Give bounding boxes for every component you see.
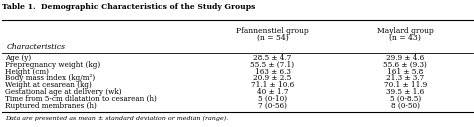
Text: Pfannenstiel group: Pfannenstiel group (236, 27, 309, 35)
Text: 39.5 ± 1.6: 39.5 ± 1.6 (386, 88, 424, 96)
Text: 29.9 ± 4.6: 29.9 ± 4.6 (386, 54, 424, 62)
Text: Characteristics: Characteristics (7, 43, 66, 51)
Text: 163 ± 6.3: 163 ± 6.3 (255, 68, 291, 75)
Text: Weight at cesarean (kg): Weight at cesarean (kg) (5, 81, 91, 89)
Text: 71.1 ± 10.6: 71.1 ± 10.6 (251, 81, 294, 89)
Text: Height (cm): Height (cm) (5, 68, 49, 75)
Text: Maylard group: Maylard group (377, 27, 434, 35)
Text: 40 ± 1.7: 40 ± 1.7 (257, 88, 288, 96)
Text: (n = 43): (n = 43) (389, 34, 421, 42)
Text: 7 (0-56): 7 (0-56) (258, 102, 287, 110)
Text: 55.5 ± (7.1): 55.5 ± (7.1) (250, 61, 295, 69)
Text: Gestational age at delivery (wk): Gestational age at delivery (wk) (5, 88, 121, 96)
Text: 5 (0-10): 5 (0-10) (258, 95, 287, 103)
Text: 161 ± 5.8: 161 ± 5.8 (387, 68, 423, 75)
Text: 28.5 ± 4.7: 28.5 ± 4.7 (254, 54, 292, 62)
Text: Time from 5-cm dilatation to cesarean (h): Time from 5-cm dilatation to cesarean (h… (5, 95, 156, 103)
Text: Age (y): Age (y) (5, 54, 31, 62)
Text: 20.9 ± 2.5: 20.9 ± 2.5 (254, 74, 292, 82)
Text: (n = 54): (n = 54) (257, 34, 288, 42)
Text: Body mass index (kg/m²): Body mass index (kg/m²) (5, 74, 95, 82)
Text: 55.6 ± (9.3): 55.6 ± (9.3) (383, 61, 427, 69)
Text: 21.3 ± 3.7: 21.3 ± 3.7 (386, 74, 424, 82)
Text: Prepregnancy weight (kg): Prepregnancy weight (kg) (5, 61, 100, 69)
Text: 5 (0-8.5): 5 (0-8.5) (390, 95, 421, 103)
Text: 8 (0-50): 8 (0-50) (391, 102, 420, 110)
Text: Table 1.  Demographic Characteristics of the Study Groups: Table 1. Demographic Characteristics of … (2, 3, 256, 11)
Text: Data are presented as mean ± standard deviation or median (range).: Data are presented as mean ± standard de… (5, 115, 228, 121)
Text: Ruptured membranes (h): Ruptured membranes (h) (5, 102, 97, 110)
Text: 70.1 ± 11.9: 70.1 ± 11.9 (383, 81, 427, 89)
